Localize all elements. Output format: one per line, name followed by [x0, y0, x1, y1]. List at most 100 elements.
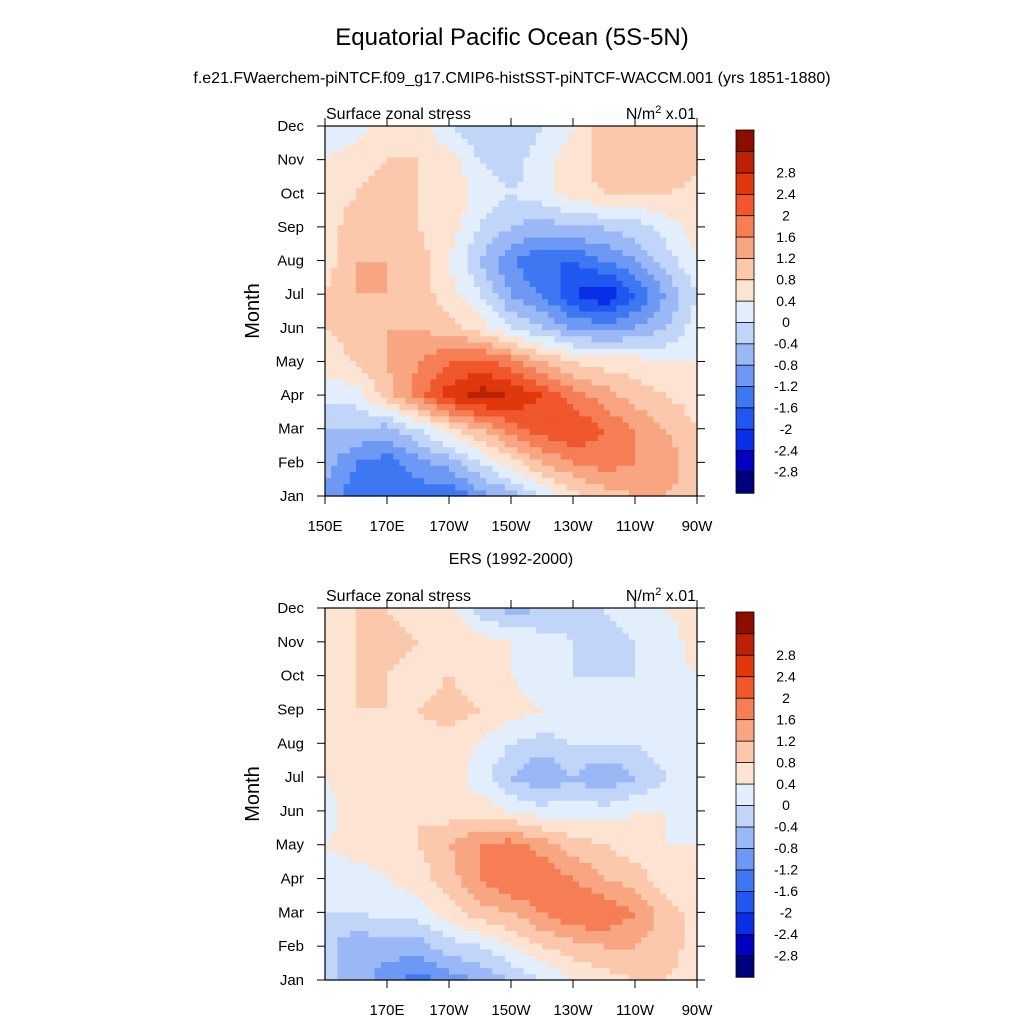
contour-cell [362, 471, 369, 479]
contour-cell [573, 132, 580, 139]
contour-cell [337, 415, 345, 423]
contour-cell [641, 385, 648, 392]
contour-cell [393, 477, 400, 485]
contour-cell [343, 471, 351, 479]
contour-cell [455, 893, 462, 900]
contour-cell [628, 887, 636, 894]
contour-cell [548, 477, 555, 485]
contour-cell [684, 880, 692, 888]
contour-cell [659, 967, 667, 975]
contour-cell [480, 887, 487, 894]
contour-cell [498, 397, 506, 405]
contour-cell [486, 360, 493, 368]
contour-cell [362, 255, 369, 263]
contour-cell [411, 224, 419, 232]
contour-cell [672, 348, 679, 355]
colorbar-swatch [735, 449, 755, 473]
contour-cell [380, 193, 388, 201]
contour-cell [436, 905, 444, 913]
contour-cell [393, 465, 400, 472]
contour-cell [473, 261, 481, 269]
contour-cell [424, 973, 431, 981]
contour-cell [349, 459, 357, 466]
contour-cell [455, 335, 462, 343]
contour-cell [579, 286, 586, 294]
contour-cell [560, 156, 568, 164]
contour-cell [635, 230, 642, 238]
contour-cell [337, 193, 345, 201]
contour-cell [517, 459, 524, 466]
contour-cell [672, 274, 679, 281]
contour-cell [610, 428, 617, 435]
contour-cell [529, 961, 537, 969]
contour-cell [455, 973, 462, 981]
contour-cell [461, 930, 469, 938]
contour-cell [678, 955, 686, 962]
contour-cell [610, 274, 617, 281]
contour-cell [616, 348, 624, 355]
contour-cell [542, 193, 549, 201]
contour-cell [486, 243, 493, 250]
contour-cell [554, 924, 562, 931]
contour-cell [616, 243, 624, 250]
contour-cell [331, 918, 338, 925]
contour-cell [616, 150, 624, 158]
contour-cell [399, 175, 407, 183]
contour-cell [647, 378, 655, 386]
contour-cell [690, 298, 698, 306]
contour-cell [467, 397, 475, 405]
contour-cell [597, 397, 605, 405]
contour-cell [616, 138, 624, 146]
contour-cell [579, 187, 586, 195]
contour-cell [387, 317, 394, 324]
contour-cell [362, 169, 369, 176]
contour-cell [356, 249, 363, 257]
contour-cell [523, 409, 531, 417]
contour-cell [659, 477, 667, 485]
contour-cell [616, 477, 624, 485]
contour-cell [418, 918, 425, 925]
contour-cell [591, 243, 599, 250]
contour-cell [442, 335, 450, 343]
contour-cell [480, 415, 487, 423]
contour-cell [455, 126, 462, 133]
contour-cell [616, 372, 624, 380]
contour-cell [616, 924, 624, 931]
contour-cell [585, 477, 593, 485]
contour-cell [523, 911, 531, 919]
contour-cell [666, 298, 673, 306]
contour-cell [461, 181, 469, 189]
contour-cell [666, 280, 673, 287]
contour-cell [399, 874, 407, 882]
contour-cell [690, 967, 698, 975]
contour-cell [622, 126, 630, 133]
contour-cell [480, 366, 487, 374]
contour-cell [504, 348, 512, 355]
contour-cell [659, 193, 667, 201]
contour-cell [616, 169, 624, 176]
contour-cell [368, 843, 376, 851]
contour-cell [591, 181, 599, 189]
contour-cell [486, 348, 493, 355]
contour-cell [356, 132, 363, 139]
contour-cell [684, 323, 692, 331]
contour-cell [449, 360, 456, 368]
contour-cell [455, 459, 462, 466]
contour-cell [418, 366, 425, 374]
contour-cell [504, 391, 512, 398]
contour-cell [684, 483, 692, 491]
contour-cell [405, 132, 413, 139]
contour-cell [343, 378, 351, 386]
contour-cell [672, 132, 679, 139]
contour-cell [504, 446, 512, 454]
contour-cell [591, 434, 599, 442]
contour-cell [349, 267, 357, 275]
contour-cell [430, 434, 438, 442]
contour-cell [374, 360, 382, 368]
contour-cell [511, 360, 518, 368]
contour-cell [647, 471, 655, 479]
contour-cell [610, 193, 617, 201]
contour-cell [504, 856, 512, 863]
contour-cell [430, 163, 438, 170]
contour-cell [554, 292, 562, 300]
